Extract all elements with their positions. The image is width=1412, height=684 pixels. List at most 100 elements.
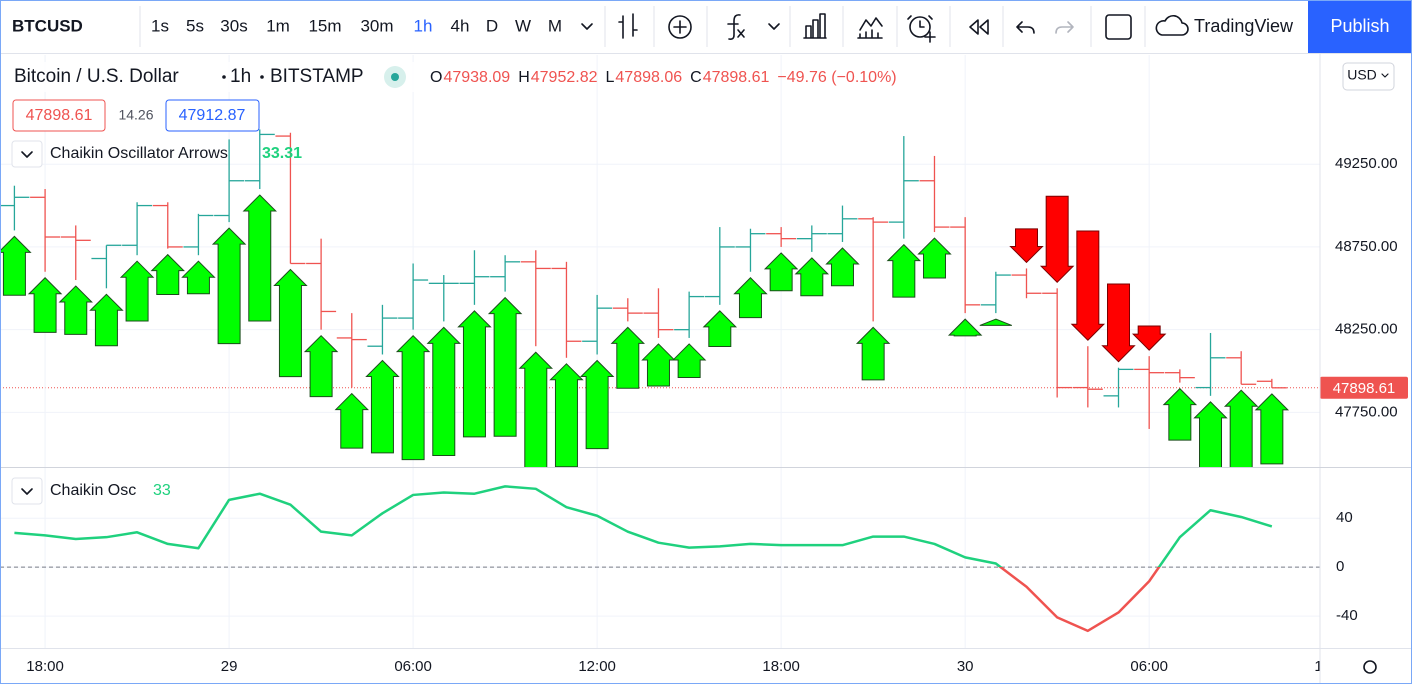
spread: 14.26	[118, 107, 153, 123]
chevron	[21, 151, 33, 158]
publish-button[interactable]	[1308, 0, 1412, 53]
indicators[interactable]	[727, 14, 745, 40]
alert-icon	[907, 15, 936, 43]
sell-button[interactable]	[12, 99, 106, 132]
y-tick-label: 48750.00	[1335, 238, 1398, 255]
brand[interactable]: TradingView	[1194, 16, 1294, 36]
arrow-up	[518, 351, 553, 467]
x-tick-label: 12:00	[578, 658, 616, 675]
interval[interactable]: 15m	[308, 16, 341, 35]
y-tick-label: 47750.00	[1335, 403, 1398, 420]
arrow-up	[242, 194, 277, 322]
chart-type[interactable]	[618, 13, 638, 39]
ohlc-legend: O 47938.09 H 47952.82 L 47898.06 C 47898.61 −49.…	[430, 69, 897, 86]
arrow-up	[794, 257, 830, 297]
arrow-up	[334, 392, 369, 449]
arrow-up	[702, 310, 738, 348]
arrow-up	[671, 343, 707, 379]
templates[interactable]	[857, 17, 883, 39]
arrow-up	[579, 359, 615, 450]
ohlc-value: 47952.82	[531, 69, 598, 86]
compare[interactable]	[668, 15, 692, 39]
arrow-up	[549, 363, 584, 467]
arrow-up	[763, 252, 799, 292]
layout[interactable]	[1105, 14, 1132, 40]
arrow-up	[181, 260, 216, 295]
interval[interactable]: 1h	[414, 16, 433, 35]
x-tick-label: 18:00	[762, 658, 800, 675]
arrow-up	[1223, 389, 1259, 467]
arrow-down	[1070, 230, 1106, 341]
x-tick-label: 29	[221, 658, 238, 675]
toolbar-bg	[0, 0, 1412, 53]
interval[interactable]: 4h	[451, 16, 470, 35]
arrow-up	[1254, 393, 1290, 465]
publish-label[interactable]: Publish	[1330, 16, 1389, 36]
arrow-up	[273, 268, 308, 378]
compare-plus	[673, 20, 687, 34]
arrow-up	[1193, 401, 1228, 467]
alert[interactable]	[909, 16, 931, 38]
legend-bg	[4, 62, 424, 92]
arrow-up	[211, 227, 247, 345]
replay[interactable]	[969, 19, 989, 35]
cloud-icon[interactable]	[1155, 15, 1189, 36]
arrow-down	[1009, 228, 1044, 264]
interval[interactable]: W	[515, 16, 531, 35]
x-tick-label: 06:00	[1130, 658, 1168, 675]
currency[interactable]: USD	[1347, 67, 1377, 83]
arrow-up	[825, 247, 860, 287]
interval[interactable]: 1m	[266, 16, 290, 35]
price-pane	[0, 55, 1320, 467]
undo[interactable]	[1016, 21, 1035, 34]
redo[interactable]	[1055, 21, 1074, 34]
indicators-dropdown[interactable]	[768, 23, 780, 30]
y-tick-label: 40	[1336, 509, 1353, 526]
y-tick-label: 49250.00	[1335, 155, 1398, 172]
arrow-up	[886, 243, 922, 298]
x-tick-label: 06:00	[394, 658, 432, 675]
legend: Bitcoin / U.S. Dollar 1h BITSTAMP O 47938…	[4, 62, 1395, 674]
dot	[260, 75, 264, 79]
interval[interactable]: 30m	[360, 16, 393, 35]
currency-button[interactable]	[1342, 62, 1395, 91]
arrow-up	[119, 260, 155, 322]
exchange: BITSTAMP	[270, 66, 364, 87]
arrow-up	[947, 318, 983, 337]
buy-button[interactable]	[165, 99, 260, 132]
ohlc-key: L	[605, 69, 614, 86]
interval[interactable]: M	[548, 16, 562, 35]
time-axis: 18:00 29 06:00 12:00 18:00 30 06:00 12:00	[26, 658, 1352, 675]
collapse-button[interactable]	[11, 477, 43, 505]
arrow-up	[365, 359, 400, 454]
arrow-up	[487, 296, 523, 437]
x-tick-label: 18:00	[26, 658, 64, 675]
x-tick-label: 30	[957, 658, 974, 675]
y-tick-label: 48250.00	[1335, 321, 1398, 338]
interval[interactable]: 30s	[220, 16, 247, 35]
x-tick-label: 12:00	[1314, 658, 1352, 675]
collapse-button[interactable]	[11, 140, 43, 168]
ohlc-key: C	[690, 69, 702, 86]
interval[interactable]: D	[486, 16, 498, 35]
sell-price[interactable]: 47898.61	[26, 107, 93, 124]
indicator-name: Chaikin Oscillator Arrows	[50, 145, 228, 162]
price-axis: 47750.00 48250.00 48750.00 49250.00 -40 0 40 47…	[1320, 155, 1408, 624]
symbol[interactable]: BTCUSD	[12, 16, 83, 35]
ohlc-key: O	[430, 69, 442, 86]
financials[interactable]	[803, 13, 827, 39]
symbol-interval: 1h	[230, 66, 251, 87]
interval-dropdown[interactable]	[581, 23, 593, 30]
ohlc-value: 47898.06	[615, 69, 682, 86]
arrow-up	[855, 326, 891, 381]
interval[interactable]: 5s	[186, 16, 204, 35]
interval[interactable]: 1s	[151, 16, 169, 35]
ohlc-key: H	[518, 69, 530, 86]
settings[interactable]	[1363, 660, 1377, 674]
ohlc-value: 47898.61	[703, 69, 770, 86]
arrow-up	[1162, 387, 1198, 441]
osc-line	[14, 485, 1273, 633]
arrow-up	[457, 310, 492, 438]
buy-price[interactable]: 47912.87	[179, 107, 246, 124]
